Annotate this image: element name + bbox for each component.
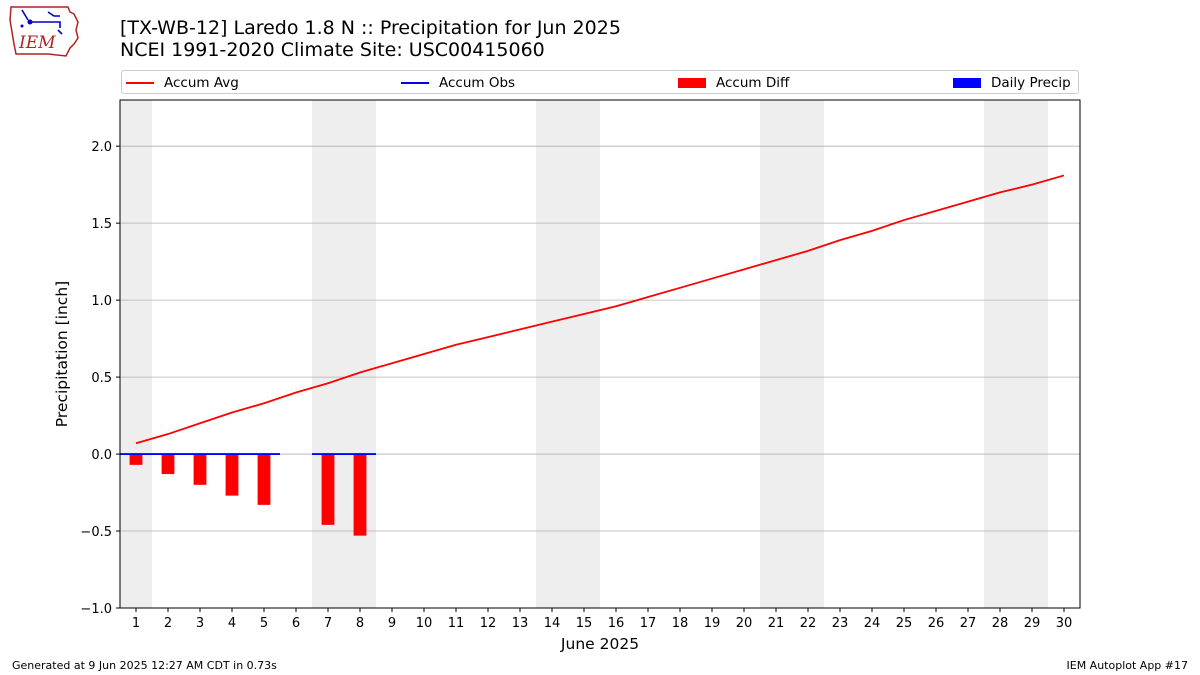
series-lines <box>120 174 1065 455</box>
weekend-shade-day-22 <box>792 100 824 608</box>
x-tick-label: 22 <box>800 616 817 631</box>
legend-label-daily-precip: Daily Precip <box>991 75 1071 91</box>
x-tick-label: 10 <box>416 616 433 631</box>
x-tick-label: 27 <box>960 616 977 631</box>
x-tick-label: 30 <box>1056 616 1073 631</box>
legend-item-accum-avg: Accum Avg <box>126 73 239 93</box>
accum-diff-bar-day-8 <box>353 454 367 536</box>
legend-swatch-daily-precip <box>953 78 981 88</box>
legend-item-accum-diff: Accum Diff <box>678 73 789 93</box>
x-tick-label: 4 <box>228 616 236 631</box>
x-tick-label: 23 <box>832 616 849 631</box>
y-axis-ticks: −1.0 −0.5 0.0 0.5 1.0 1.5 2.0 <box>80 140 120 617</box>
x-tick-label: 13 <box>512 616 529 631</box>
weekend-shade-day-28 <box>984 100 1016 608</box>
y-tick-label: −1.0 <box>80 602 112 617</box>
x-tick-label: 5 <box>260 616 268 631</box>
legend-swatch-accum-diff <box>678 78 706 88</box>
x-tick-label: 9 <box>388 616 396 631</box>
legend-swatch-accum-obs <box>401 82 429 84</box>
y-tick-label: 0.0 <box>91 448 112 463</box>
x-tick-label: 1 <box>132 616 140 631</box>
accum-avg-line <box>135 174 1065 445</box>
x-tick-label: 11 <box>448 616 465 631</box>
accum-diff-bar-day-5 <box>257 454 271 505</box>
x-tick-label: 16 <box>608 616 625 631</box>
chart-subtitle: NCEI 1991-2020 Climate Site: USC00415060 <box>120 39 545 61</box>
x-tick-label: 15 <box>576 616 593 631</box>
x-tick-label: 20 <box>736 616 753 631</box>
x-tick-label: 12 <box>480 616 497 631</box>
weekend-shade-day-21 <box>760 100 792 608</box>
x-tick-label: 24 <box>864 616 881 631</box>
x-tick-label: 17 <box>640 616 657 631</box>
y-tick-label: 2.0 <box>91 140 112 155</box>
weekend-shade-day-29 <box>1016 100 1048 608</box>
x-tick-label: 25 <box>896 616 913 631</box>
accum-diff-bar-day-4 <box>225 454 239 496</box>
x-tick-label: 19 <box>704 616 721 631</box>
legend-swatch-accum-avg <box>126 82 154 84</box>
footer-generated: Generated at 9 Jun 2025 12:27 AM CDT in … <box>12 659 277 672</box>
weather-symbols-icon <box>21 9 63 35</box>
x-tick-label: 3 <box>196 616 204 631</box>
legend-item-accum-obs: Accum Obs <box>401 73 515 93</box>
x-tick-label: 14 <box>544 616 561 631</box>
x-tick-label: 6 <box>292 616 300 631</box>
x-tick-label: 7 <box>324 616 332 631</box>
accum-diff-bar-day-2 <box>161 454 175 475</box>
weekend-shade-day-15 <box>568 100 600 608</box>
x-tick-label: 29 <box>1024 616 1041 631</box>
legend-label-accum-obs: Accum Obs <box>439 75 516 91</box>
y-axis-label: Precipitation [inch] <box>53 281 71 427</box>
y-tick-label: −0.5 <box>80 525 112 540</box>
logo-text: IEM <box>18 33 56 53</box>
y-tick-label: 0.5 <box>91 371 112 386</box>
y-tick-label: 1.0 <box>91 294 112 309</box>
accum-diff-bar-day-3 <box>193 454 207 485</box>
chart-title: [TX-WB-12] Laredo 1.8 N :: Precipitation… <box>120 17 621 39</box>
legend-label-accum-diff: Accum Diff <box>716 75 790 91</box>
legend-label-accum-avg: Accum Avg <box>164 75 239 91</box>
y-tick-label: 1.5 <box>91 217 112 232</box>
plot-frame <box>119 99 1081 609</box>
accum-diff-bar-day-1 <box>129 454 143 465</box>
x-tick-label: 21 <box>768 616 785 631</box>
legend-item-daily-precip: Daily Precip <box>953 73 1071 93</box>
station-dot-icon <box>27 19 33 25</box>
x-tick-label: 8 <box>356 616 364 631</box>
weekend-shade-day-14 <box>536 100 568 608</box>
x-tick-label: 18 <box>672 616 689 631</box>
footer-app: IEM Autoplot App #17 <box>1066 659 1189 672</box>
x-tick-label: 28 <box>992 616 1009 631</box>
iem-logo: IEM <box>9 6 79 57</box>
x-tick-label: 26 <box>928 616 945 631</box>
x-tick-label: 2 <box>164 616 172 631</box>
legend: Accum Avg Accum Obs Accum Diff Daily Pre… <box>121 70 1079 94</box>
x-axis-ticks: 1 2 3 4 5 6 7 8 9 10 11 12 13 14 15 16 17 18 19 20 21 22 23 24 2… <box>132 608 1072 631</box>
x-axis-label: June 2025 <box>560 635 639 653</box>
accum-diff-bar-day-7 <box>321 454 335 525</box>
weekend-shade-day-1 <box>120 100 152 608</box>
accum-diff-bars <box>129 454 367 536</box>
weekend-shade-day-7 <box>312 100 344 608</box>
weekend-shading <box>120 100 1048 608</box>
rain-dot-icon <box>20 24 24 28</box>
